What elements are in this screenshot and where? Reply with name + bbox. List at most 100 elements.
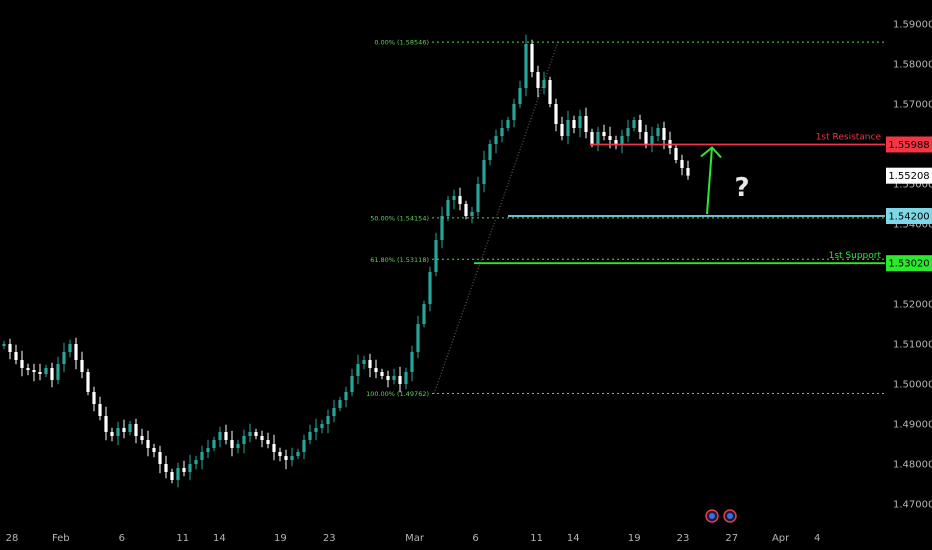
candle-body (536, 72, 539, 88)
fib-level-label: 0.00% (1.58546) (374, 39, 429, 47)
question-mark: ? (734, 173, 749, 203)
price-tick-label: 1.50000 (893, 380, 932, 391)
level-name-label: 1st Support (829, 251, 882, 261)
candle-body (542, 80, 545, 88)
time-tick-label: 6 (472, 533, 478, 544)
candle-body (362, 360, 365, 364)
time-tick-label: 6 (119, 533, 125, 544)
time-tick-label: 23 (323, 533, 336, 544)
fib-level-label: 61.80% (1.53118) (370, 256, 429, 264)
price-tick-label: 1.48000 (893, 460, 932, 471)
candle-body (224, 432, 227, 440)
candle-body (260, 436, 263, 440)
candle-body (422, 304, 425, 324)
candle-body (590, 132, 593, 144)
economic-event-icon-core (709, 513, 715, 519)
candle-body (476, 184, 479, 212)
candle-body (272, 444, 275, 452)
candle-body (158, 452, 161, 464)
candle-body (44, 368, 47, 374)
candle-body (356, 364, 359, 376)
candle-body (434, 240, 437, 272)
candle-body (2, 344, 5, 346)
candle-body (74, 344, 77, 360)
candle-body (464, 204, 467, 216)
candle-body (8, 344, 11, 352)
price-tick-label: 1.59000 (893, 20, 932, 31)
candle-body (326, 416, 329, 424)
price-tick-label: 1.49000 (893, 420, 932, 431)
candle-body (644, 132, 647, 144)
candle-body (440, 216, 443, 240)
candle-body (86, 372, 89, 392)
candle-body (176, 468, 179, 480)
price-tick-label: 1.52000 (893, 300, 932, 311)
price-tick-label: 1.58000 (893, 60, 932, 71)
time-tick-label: 23 (677, 533, 690, 544)
candle-body (584, 116, 587, 132)
candle-body (122, 428, 125, 432)
candle-body (266, 440, 269, 444)
fib-level-label: 100.00% (1.49762) (366, 390, 429, 398)
candle-body (488, 144, 491, 160)
candle-body (548, 80, 551, 104)
candle-body (458, 196, 461, 204)
candle-body (116, 428, 119, 436)
candle-body (146, 440, 149, 448)
candle-body (110, 432, 113, 436)
candle-body (32, 370, 35, 372)
candle-body (314, 428, 317, 432)
time-tick-label: 19 (628, 533, 641, 544)
candle-body (368, 360, 371, 368)
candle-body (38, 372, 41, 374)
time-tick-label: Feb (52, 533, 70, 544)
arrow-shaft (707, 147, 712, 214)
time-tick-label: Apr (772, 533, 790, 544)
candle-body (410, 352, 413, 372)
candle-body (20, 360, 23, 368)
time-tick-label: 11 (530, 533, 543, 544)
horizontal-levels[interactable]: 1st Resistance 1st Support (474, 132, 885, 263)
candle-body (284, 456, 287, 460)
time-tick-label: 19 (274, 533, 287, 544)
fibonacci-retracement[interactable]: 0.00% (1.58546) 50.00% (1.54154) 61.80% (1… (366, 39, 885, 398)
time-axis[interactable]: 28 Feb 6 11 14 19 23 Mar 6 11 14 19 23 27 Apr 4 (6, 510, 821, 544)
candle-body (182, 468, 185, 472)
price-tick-label: 1.57000 (893, 100, 932, 111)
time-tick-label: 28 (6, 533, 19, 544)
candle-body (386, 376, 389, 380)
candle-body (446, 200, 449, 216)
time-tick-label: 14 (213, 533, 226, 544)
level-price-text: 1.55988 (888, 140, 929, 151)
candle-body (152, 448, 155, 452)
candle-body (566, 120, 569, 136)
candle-body (554, 104, 557, 124)
candle-body (206, 448, 209, 452)
candle-body (248, 432, 251, 436)
price-axis[interactable]: 1.590001.580001.570001.560001.550001.540… (886, 20, 932, 511)
candle-body (338, 400, 341, 408)
time-tick-label: 11 (176, 533, 189, 544)
candle-body (200, 452, 203, 460)
candle-body (674, 148, 677, 160)
candle-body (50, 368, 53, 380)
candle-body (638, 120, 641, 132)
candle-body (344, 392, 347, 400)
price-tick-label: 1.51000 (893, 340, 932, 351)
fib-level-label: 50.00% (1.54154) (370, 214, 429, 222)
candle-body (164, 464, 167, 472)
candle-body (524, 44, 527, 88)
candle-body (482, 160, 485, 184)
level-price-text: 1.54200 (888, 212, 929, 223)
candle-body (350, 376, 353, 392)
time-tick-label: Mar (405, 533, 425, 544)
candle-body (98, 404, 101, 416)
candle-body (398, 376, 401, 384)
time-tick-label: 14 (567, 533, 580, 544)
candle-body (614, 140, 617, 144)
candle-body (626, 128, 629, 136)
candle-body (680, 160, 683, 168)
candle-body (578, 116, 581, 128)
candle-body (518, 88, 521, 104)
